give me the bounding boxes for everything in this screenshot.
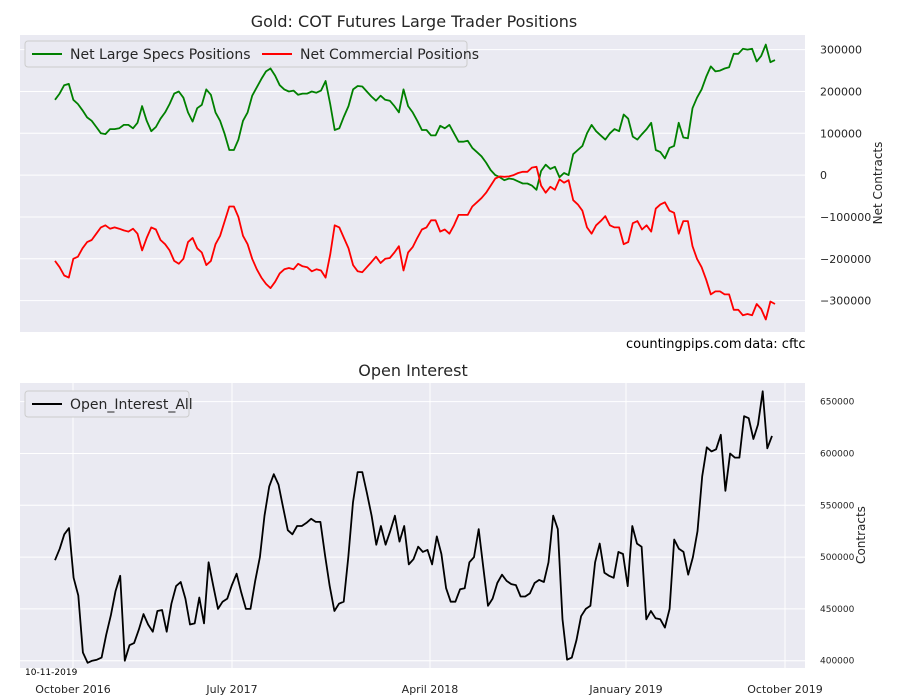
chart1-series-specs-line [54,43,776,191]
chart2-series-group [54,390,773,664]
chart1-y-tick-label: −300000 [820,295,871,308]
chart2-plot-area [20,383,805,668]
date-stamp: 10-11-2019 [25,668,78,678]
chart2-y-axis: 400000 450000 500000 550000 600000 650000 [820,398,855,667]
legend-label-open-interest: Open_Interest_All [70,397,193,413]
chart2-x-tick-label: October 2019 [747,683,823,696]
chart1-y-tick-label: 0 [820,169,827,182]
chart2-y-tick-label: 500000 [820,553,855,563]
chart2-x-tick-label: April 2018 [402,683,459,696]
chart2-gridlines [20,383,805,668]
chart1-y-tick-label: 300000 [820,44,862,57]
chart1-y-axis-label: Net Contracts [871,142,885,225]
chart2-y-tick-label: 400000 [820,657,855,667]
chart2-x-tick-label: October 2016 [35,683,111,696]
chart1-gridlines [20,49,805,302]
chart1-legend: Net Large Specs Positions Net Commercial… [24,40,479,68]
chart1-y-axis: 300000 200000 100000 0 −100000 −200000 −300000 [820,44,871,308]
legend-label-specs: Net Large Specs Positions [70,47,251,63]
chart1-title: Gold: COT Futures Large Trader Positions [251,12,577,31]
chart1-y-tick-label: −200000 [820,253,871,266]
chart2-y-tick-label: 450000 [820,605,855,615]
chart2-x-tick-label: July 2017 [205,683,257,696]
chart1-y-tick-label: 100000 [820,127,862,140]
data-credit-annotation: data: cftc [744,337,806,352]
legend-label-commercials: Net Commercial Positions [300,47,479,63]
chart1-plot-area [20,35,805,332]
chart2-y-tick-label: 650000 [820,398,855,408]
chart2-legend: Open_Interest_All [24,390,193,418]
chart1-series-group [54,43,776,321]
chart2-y-tick-label: 600000 [820,449,855,459]
chart1-y-tick-label: −100000 [820,211,871,224]
chart1-series-commercials-line [54,165,776,321]
chart2-legend-box [24,390,190,418]
chart2-y-tick-label: 550000 [820,501,855,511]
chart2-title: Open Interest [358,361,467,380]
chart2-y-axis-label: Contracts [854,506,868,564]
chart2-x-tick-label: January 2019 [588,683,662,696]
chart2-series-open-interest-line [54,390,773,664]
source-annotation: countingpips.com [626,337,742,352]
chart2-x-axis: October 2016 July 2017 April 2018 January 2… [35,683,823,696]
chart1-legend-box [24,40,468,68]
chart1-y-tick-label: 200000 [820,85,862,98]
